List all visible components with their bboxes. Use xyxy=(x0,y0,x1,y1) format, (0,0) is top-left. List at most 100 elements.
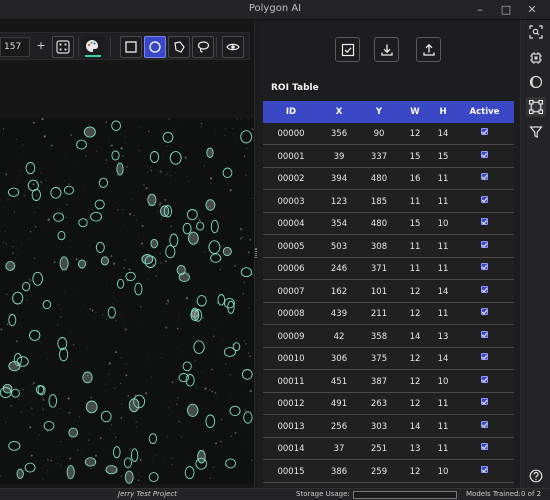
roi-ellipse[interactable] xyxy=(186,209,198,221)
roi-ellipse[interactable] xyxy=(196,221,205,231)
roi-ellipse[interactable] xyxy=(5,261,16,271)
close-icon[interactable]: ✕ xyxy=(527,3,537,16)
roi-ellipse[interactable] xyxy=(210,219,219,234)
roi-ellipse[interactable] xyxy=(59,256,69,271)
roi-ellipse[interactable] xyxy=(197,450,206,464)
roi-ellipse[interactable] xyxy=(243,411,253,424)
table-row[interactable]: 00000 356 90 12 14 xyxy=(263,123,514,145)
roi-ellipse[interactable] xyxy=(84,457,97,467)
roi-ellipse[interactable] xyxy=(182,222,192,235)
circle-icon[interactable] xyxy=(144,36,166,58)
roi-ellipse[interactable] xyxy=(7,187,20,197)
column-header-active[interactable]: Active xyxy=(469,107,500,117)
roi-ellipse[interactable] xyxy=(205,199,216,211)
table-row[interactable]: 00005 503 308 11 11 xyxy=(263,235,514,258)
table-row[interactable]: 00012 491 263 12 11 xyxy=(263,393,514,415)
polygon-icon[interactable] xyxy=(168,36,190,58)
roi-ellipse[interactable] xyxy=(232,342,241,352)
roi-ellipse[interactable] xyxy=(27,179,39,192)
roi-ellipse[interactable] xyxy=(105,465,118,475)
roi-overlay[interactable] xyxy=(0,118,254,484)
roi-ellipse[interactable] xyxy=(196,295,207,307)
roi-ellipse[interactable] xyxy=(150,238,158,249)
active-checkbox[interactable] xyxy=(481,465,488,473)
roi-ellipse[interactable] xyxy=(195,457,207,470)
active-checkbox[interactable] xyxy=(481,398,488,405)
roi-ellipse[interactable] xyxy=(241,369,253,380)
table-row[interactable]: 00010 306 375 12 14 xyxy=(263,348,514,370)
roi-ellipse[interactable] xyxy=(24,462,36,473)
download-icon[interactable] xyxy=(374,37,399,62)
roi-ellipse[interactable] xyxy=(208,240,221,254)
filter-icon[interactable] xyxy=(526,122,546,142)
roi-ellipse[interactable] xyxy=(227,300,235,314)
roi-ellipse[interactable] xyxy=(130,448,139,463)
roi-ellipse[interactable] xyxy=(13,352,22,367)
roi-ellipse[interactable] xyxy=(82,371,93,384)
roi-ellipse[interactable] xyxy=(225,458,236,469)
microscopy-image[interactable] xyxy=(0,118,254,484)
roi-ellipse[interactable] xyxy=(78,259,86,269)
roi-ellipse[interactable] xyxy=(169,233,179,248)
roi-ellipse[interactable] xyxy=(178,373,189,383)
roi-ellipse[interactable] xyxy=(222,246,232,256)
eye-icon[interactable] xyxy=(222,36,244,58)
roi-ellipse[interactable] xyxy=(53,212,64,222)
circle-half-icon[interactable] xyxy=(526,72,546,92)
frame-input[interactable]: 157 xyxy=(0,37,30,57)
roi-ellipse[interactable] xyxy=(147,193,157,207)
table-row[interactable]: 00013 256 303 14 11 xyxy=(263,415,514,438)
table-row[interactable]: 00004 354 480 15 10 xyxy=(263,213,514,235)
roi-ellipse[interactable] xyxy=(78,218,88,228)
roi-ellipse[interactable] xyxy=(176,264,186,276)
table-row[interactable]: 00007 162 101 12 14 xyxy=(263,280,514,303)
table-row[interactable]: 00001 39 337 15 15 xyxy=(263,145,514,168)
roi-ellipse[interactable] xyxy=(125,271,136,281)
roi-ellipse[interactable] xyxy=(25,162,36,175)
table-row[interactable]: 00006 246 371 11 11 xyxy=(263,258,514,280)
upload-icon[interactable] xyxy=(416,37,441,62)
lasso-icon[interactable] xyxy=(192,36,214,58)
scan-icon[interactable] xyxy=(526,22,546,42)
palette-icon[interactable] xyxy=(82,36,104,58)
roi-ellipse[interactable] xyxy=(111,150,120,161)
roi-ellipse[interactable] xyxy=(134,282,143,296)
splitter-grip-icon[interactable] xyxy=(255,248,257,258)
roi-ellipse[interactable] xyxy=(113,446,121,459)
roi-ellipse[interactable] xyxy=(16,468,24,479)
roi-ellipse[interactable] xyxy=(76,139,87,150)
active-checkbox[interactable] xyxy=(481,420,488,428)
help-icon[interactable] xyxy=(526,466,546,486)
column-header-x[interactable]: X xyxy=(335,107,343,117)
table-row[interactable]: 00008 439 211 12 11 xyxy=(263,303,514,325)
active-checkbox[interactable] xyxy=(481,173,488,180)
roi-ellipse[interactable] xyxy=(223,297,235,309)
roi-ellipse[interactable] xyxy=(50,187,62,199)
roi-ellipse[interactable] xyxy=(128,398,140,413)
active-checkbox[interactable] xyxy=(481,128,488,135)
roi-ellipse[interactable] xyxy=(182,361,192,372)
roi-ellipse[interactable] xyxy=(144,255,157,268)
column-header-h[interactable]: H xyxy=(439,107,447,117)
roi-ellipse[interactable] xyxy=(223,347,236,357)
roi-ellipse[interactable] xyxy=(206,147,214,158)
roi-ellipse[interactable] xyxy=(90,211,103,222)
roi-ellipse[interactable] xyxy=(160,205,170,217)
roi-ellipse[interactable] xyxy=(11,388,20,398)
table-row[interactable]: 00009 42 358 14 13 xyxy=(263,325,514,348)
roi-ellipse[interactable] xyxy=(217,294,226,306)
active-checkbox[interactable] xyxy=(481,330,488,338)
roi-ellipse[interactable] xyxy=(111,120,121,131)
active-checkbox[interactable] xyxy=(481,195,488,203)
roi-ellipse[interactable] xyxy=(240,267,252,278)
roi-ellipse[interactable] xyxy=(29,329,41,341)
table-row[interactable]: 00003 123 185 11 11 xyxy=(263,190,514,213)
roi-ellipse[interactable] xyxy=(184,466,195,480)
active-checkbox[interactable] xyxy=(481,263,488,270)
roi-ellipse[interactable] xyxy=(165,244,176,259)
roi-ellipse[interactable] xyxy=(148,433,158,444)
roi-ellipse[interactable] xyxy=(116,162,124,176)
active-checkbox[interactable] xyxy=(481,308,488,315)
roi-ellipse[interactable] xyxy=(162,131,174,143)
square-icon[interactable] xyxy=(120,36,142,58)
